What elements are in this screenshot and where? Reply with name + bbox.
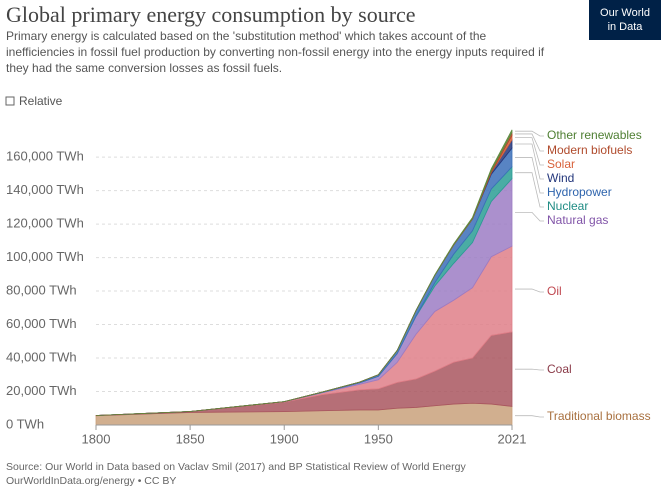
y-tick-label: 140,000 TWh	[6, 182, 84, 197]
logo-text: in Data	[608, 21, 644, 33]
y-tick-label: 60,000 TWh	[6, 316, 77, 331]
y-tick-label: 20,000 TWh	[6, 383, 77, 398]
y-tick-label: 120,000 TWh	[6, 216, 84, 231]
logo[interactable]: Our World in Data	[589, 0, 661, 40]
label-connector	[515, 368, 544, 371]
source: OurWorldInData.org/energy • CC BY	[6, 475, 176, 487]
legend-label: Traditional biomass	[547, 409, 651, 423]
legend-label: Coal	[547, 362, 572, 376]
y-tick-label: 160,000 TWh	[6, 149, 84, 164]
legend-label: Other renewables	[547, 128, 642, 142]
subtitle: Primary energy is calculated based on th…	[6, 29, 487, 43]
y-tick-label: 100,000 TWh	[6, 249, 84, 264]
subtitle: they had the same conversion losses as f…	[6, 61, 282, 75]
chart-title: Global primary energy consumption by sou…	[6, 2, 416, 27]
subtitle: inefficiencies in fossil fuel production…	[6, 45, 545, 59]
label-connector	[515, 130, 544, 137]
x-tick-label: 1950	[364, 431, 393, 446]
label-connector	[515, 415, 544, 418]
area	[95, 129, 513, 416]
label-connector	[515, 143, 544, 180]
checkbox[interactable]	[5, 96, 15, 106]
y-tick-label: 40,000 TWh	[6, 349, 77, 364]
y-tick-label: 80,000 TWh	[6, 282, 77, 297]
label-connector	[515, 157, 544, 194]
legend-label: Oil	[547, 284, 562, 298]
legend-label: Wind	[547, 171, 574, 185]
x-tick-label: 2021	[498, 431, 527, 446]
legend-label: Modern biofuels	[547, 143, 632, 157]
logo-text: Our World	[600, 7, 650, 19]
legend-label: Natural gas	[547, 213, 608, 227]
label-connector	[515, 133, 544, 152]
legend-label: Hydropower	[547, 185, 612, 199]
label-connector	[515, 137, 544, 166]
x-tick-label: 1800	[82, 431, 111, 446]
legend-label: Nuclear	[547, 199, 588, 213]
x-tick-label: 1850	[176, 431, 205, 446]
legend-label: Solar	[547, 157, 575, 171]
source: Source: Our World in Data based on Vacla…	[6, 461, 466, 473]
logo-box	[589, 0, 661, 40]
relative-toggle[interactable]: Relative	[19, 94, 63, 108]
label-connector	[515, 288, 544, 293]
label-connector	[515, 172, 544, 208]
x-tick-label: 1900	[270, 431, 299, 446]
y-tick-label: 0 TWh	[6, 416, 44, 431]
label-connector	[515, 211, 544, 222]
